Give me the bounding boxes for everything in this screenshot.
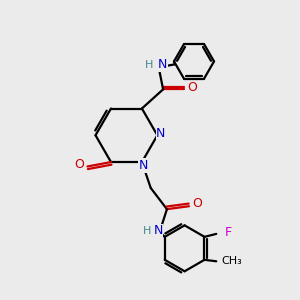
Text: N: N (156, 127, 166, 140)
Text: N: N (139, 159, 148, 172)
Text: CH₃: CH₃ (221, 256, 242, 266)
Text: H: H (145, 60, 154, 70)
Text: H: H (143, 226, 152, 236)
Text: N: N (158, 58, 167, 71)
Text: N: N (153, 224, 163, 237)
Text: O: O (192, 197, 202, 210)
Text: F: F (224, 226, 232, 239)
Text: O: O (74, 158, 84, 172)
Text: O: O (188, 81, 197, 94)
